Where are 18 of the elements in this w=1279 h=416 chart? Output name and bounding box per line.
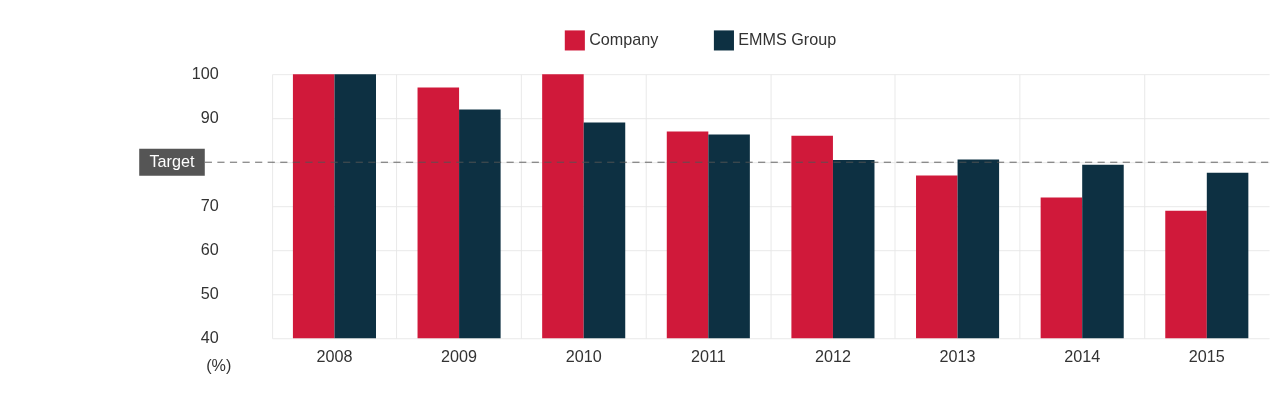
y-tick-label: 40 bbox=[200, 328, 219, 347]
x-tick-label: 2012 bbox=[814, 347, 851, 366]
y-tick-label: 70 bbox=[200, 196, 219, 215]
x-tick-label: 2009 bbox=[441, 347, 478, 366]
x-tick-label: 2015 bbox=[1188, 347, 1225, 366]
ref-line-label: Target bbox=[149, 151, 195, 170]
legend-label: Company bbox=[589, 29, 660, 48]
x-tick-label: 2013 bbox=[939, 347, 976, 366]
y-tick-label: 50 bbox=[200, 284, 219, 303]
x-tick-label: 2014 bbox=[1064, 347, 1101, 366]
legend-label: EMMS Group bbox=[738, 29, 837, 48]
x-tick-label: 2010 bbox=[565, 347, 602, 366]
y-axis-title: (%) bbox=[206, 356, 232, 375]
x-tick-label: 2011 bbox=[690, 347, 726, 366]
y-tick-label: 100 bbox=[191, 64, 219, 83]
y-tick-label: 60 bbox=[200, 240, 219, 259]
y-tick-label: 90 bbox=[200, 108, 219, 127]
x-tick-label: 2008 bbox=[316, 347, 353, 366]
